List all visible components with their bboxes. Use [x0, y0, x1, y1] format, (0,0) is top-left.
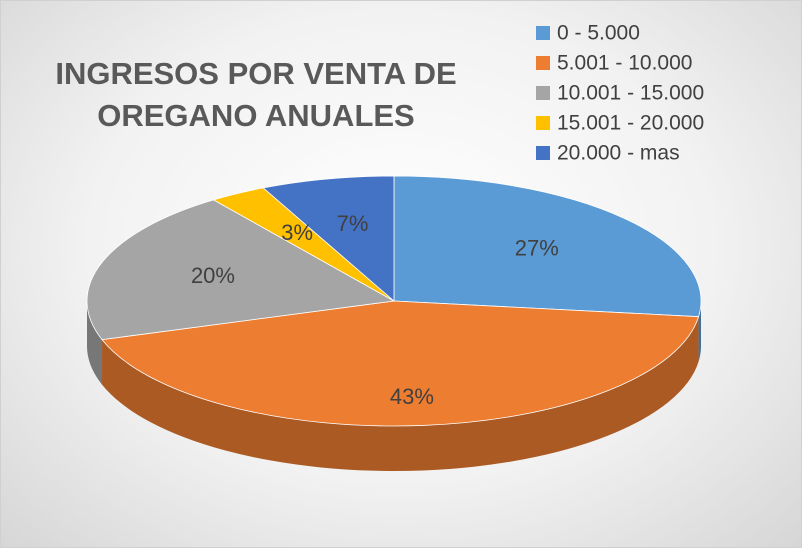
legend-swatch: [536, 116, 550, 130]
legend-label: 15.001 - 20.000: [557, 112, 704, 135]
data-label: 27%: [515, 236, 559, 261]
chart-title: INGRESOS POR VENTA DE OREGANO ANUALES: [55, 56, 457, 133]
legend-swatch: [536, 86, 550, 100]
legend-label: 5.001 - 10.000: [557, 52, 692, 75]
slice-side: [102, 316, 699, 472]
slice-side: [698, 301, 701, 362]
data-label: 20%: [191, 263, 235, 288]
legend-swatch: [536, 146, 550, 160]
pie-slice: [393, 175, 702, 318]
legend-label: 20.000 - mas: [557, 142, 680, 165]
slice-side: [87, 301, 103, 385]
legend-label: 10.001 - 15.000: [557, 82, 704, 105]
data-label: 3%: [281, 220, 313, 245]
data-label: 7%: [337, 211, 369, 236]
data-label: 43%: [390, 384, 434, 409]
legend-label: 0 - 5.000: [557, 22, 640, 45]
pie-slice: [86, 199, 396, 341]
pie-slice: [262, 175, 395, 302]
pie-slice: [101, 300, 700, 427]
legend-swatch: [536, 56, 550, 70]
legend-swatch: [536, 26, 550, 40]
